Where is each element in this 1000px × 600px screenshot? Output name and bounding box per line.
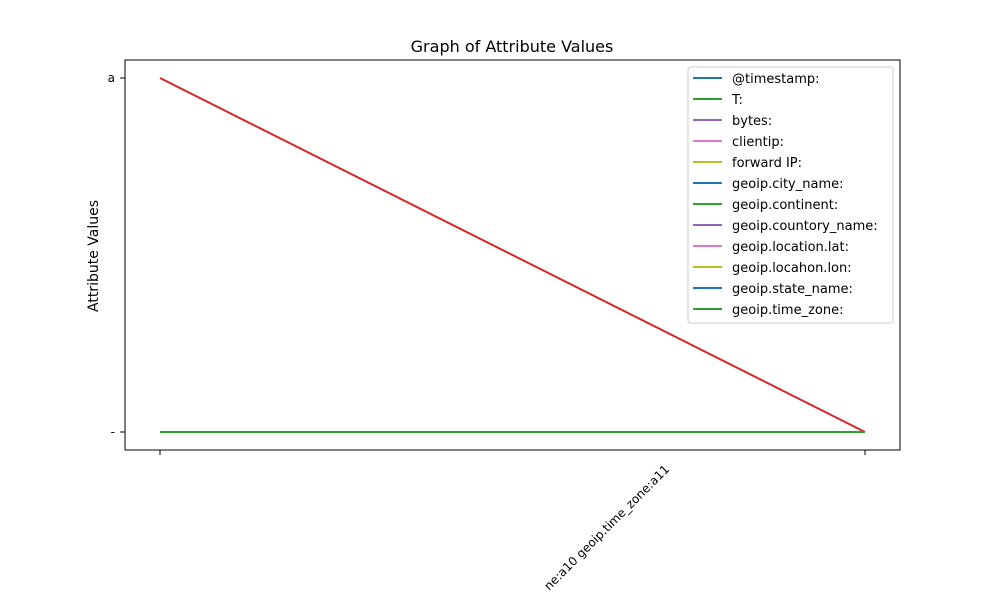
legend-label-3: clientip:: [732, 135, 784, 150]
y-tick-label-1: a: [108, 71, 115, 85]
y-tick-label-0: -: [111, 425, 115, 439]
legend-label-11: geoip.time_zone:: [732, 303, 843, 318]
legend-label-9: geoip.locahon.lon:: [732, 261, 852, 276]
legend-label-8: geoip.location.lat:: [732, 240, 849, 255]
legend-label-7: geoip.countory_name:: [732, 219, 878, 234]
chart-title: Graph of Attribute Values: [411, 37, 614, 56]
series-line-12: [159, 77, 866, 433]
plot-frame: [124, 59, 901, 451]
legend-label-1: T:: [731, 93, 743, 108]
x-tick-label-1: ne:a10 geoip.time_zone:a11: [541, 462, 672, 593]
legend-label-10: geoip.state_name:: [732, 282, 853, 297]
legend-label-0: @timestamp:: [732, 72, 820, 87]
legend: @timestamp: T: bytes: clientip: forward IP: g…: [687, 66, 894, 324]
y-axis-label: Attribute Values: [86, 200, 102, 312]
legend-label-5: geoip.city_name:: [732, 177, 844, 192]
legend-frame: [687, 66, 894, 324]
legend-label-6: geoip.continent:: [732, 198, 838, 213]
plot-lines: [159, 77, 866, 433]
legend-label-2: bytes:: [732, 114, 772, 129]
legend-label-4: forward IP:: [732, 156, 802, 171]
